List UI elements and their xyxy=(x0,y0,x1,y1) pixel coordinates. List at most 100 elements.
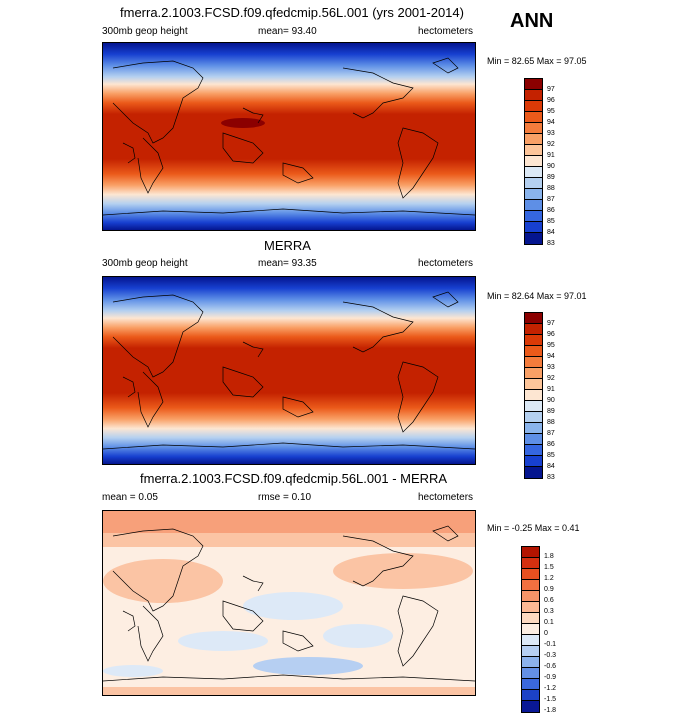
colorbar-swatch xyxy=(525,178,542,189)
panel1-title: fmerra.2.1003.FCSD.f09.qfedcmip.56L.001 … xyxy=(120,5,464,20)
colorbar-swatch xyxy=(525,156,542,167)
colorbar-tick-label: 93 xyxy=(547,130,555,137)
colorbar-tick-label: 93 xyxy=(547,364,555,371)
colorbar-swatch xyxy=(525,200,542,211)
panel2-coastlines xyxy=(103,291,475,450)
panel3-rmse-label: rmse = 0.10 xyxy=(258,492,312,503)
colorbar-tick-label: 94 xyxy=(547,353,555,360)
panel3-coastlines xyxy=(103,525,475,682)
colorbar-tick-label: 83 xyxy=(547,474,555,481)
colorbar-swatch xyxy=(522,668,539,679)
colorbar-swatch xyxy=(522,679,539,690)
colorbar-swatch xyxy=(522,569,539,580)
colorbar-tick-label: 96 xyxy=(547,331,555,338)
colorbar-swatch xyxy=(525,101,542,112)
colorbar-swatch xyxy=(522,602,539,613)
colorbar-tick-label: -0.1 xyxy=(544,641,557,648)
colorbar-tick-label: -1.8 xyxy=(544,707,557,714)
colorbar-swatch xyxy=(525,222,542,233)
colorbar-swatch xyxy=(525,346,542,357)
colorbar-swatch xyxy=(522,580,539,591)
panel1-units-label: hectometers xyxy=(418,26,474,37)
colorbar-tick-label: 84 xyxy=(547,229,555,236)
panel1-coastlines xyxy=(103,57,475,216)
panel2-minmax: Min = 82.64 Max = 97.01 xyxy=(487,291,587,301)
colorbar-tick-label: 91 xyxy=(547,386,555,393)
colorbar-swatch xyxy=(522,635,539,646)
colorbar-tick-label: 0.3 xyxy=(544,608,554,615)
panel2-map xyxy=(102,276,476,465)
panel2-title: MERRA xyxy=(264,238,311,253)
colorbar-tick-label: 95 xyxy=(547,342,555,349)
colorbar-swatch xyxy=(525,357,542,368)
colorbar-swatch xyxy=(525,456,542,467)
colorbar-tick-label: 92 xyxy=(547,375,555,382)
panel1-colorbar xyxy=(524,78,543,245)
colorbar-swatch xyxy=(525,467,542,478)
panel1-variable-label: 300mb geop height xyxy=(102,26,188,37)
panel2-field xyxy=(103,277,475,464)
colorbar-tick-label: 0.1 xyxy=(544,619,554,626)
panel2-colorbar xyxy=(524,312,543,479)
colorbar-swatch xyxy=(522,613,539,624)
panel1-minmax: Min = 82.65 Max = 97.05 xyxy=(487,56,587,66)
colorbar-tick-label: 83 xyxy=(547,240,555,247)
colorbar-tick-label: -0.9 xyxy=(544,674,557,681)
colorbar-swatch xyxy=(522,657,539,668)
colorbar-swatch xyxy=(522,591,539,602)
colorbar-tick-label: 85 xyxy=(547,452,555,459)
colorbar-swatch xyxy=(525,233,542,244)
colorbar-swatch xyxy=(522,624,539,635)
colorbar-tick-label: 90 xyxy=(547,163,555,170)
colorbar-tick-label: 1.8 xyxy=(544,553,554,560)
colorbar-swatch xyxy=(525,390,542,401)
colorbar-tick-label: 90 xyxy=(547,397,555,404)
colorbar-swatch xyxy=(522,701,539,712)
colorbar-tick-label: 0.6 xyxy=(544,597,554,604)
colorbar-swatch xyxy=(525,412,542,423)
colorbar-tick-label: -0.6 xyxy=(544,663,557,670)
panel3-units-label: hectometers xyxy=(418,492,474,503)
colorbar-tick-label: 89 xyxy=(547,408,555,415)
panel1-map xyxy=(102,42,476,231)
colorbar-tick-label: 86 xyxy=(547,441,555,448)
panel1-field xyxy=(103,43,475,230)
panel1-colorbar-labels: 97 96 95 94 93 92 91 90 89 88 87 86 85 84 83 xyxy=(547,84,555,249)
colorbar-tick-label: 87 xyxy=(547,196,555,203)
colorbar-tick-label: 94 xyxy=(547,119,555,126)
panel2-colorbar-labels: 97 96 95 94 93 92 91 90 89 88 87 86 85 84 83 xyxy=(547,318,555,483)
colorbar-tick-label: 0.9 xyxy=(544,586,554,593)
colorbar-tick-label: 0 xyxy=(544,630,548,637)
panel2-mean-label: mean= 93.35 xyxy=(258,258,317,269)
colorbar-tick-label: 1.5 xyxy=(544,564,554,571)
colorbar-tick-label: 88 xyxy=(547,419,555,426)
colorbar-swatch xyxy=(525,368,542,379)
colorbar-tick-label: 97 xyxy=(547,86,555,93)
colorbar-swatch xyxy=(522,547,539,558)
colorbar-swatch xyxy=(525,434,542,445)
colorbar-tick-label: 87 xyxy=(547,430,555,437)
colorbar-tick-label: 91 xyxy=(547,152,555,159)
colorbar-tick-label: -1.2 xyxy=(544,685,557,692)
colorbar-swatch xyxy=(525,145,542,156)
colorbar-swatch xyxy=(525,379,542,390)
colorbar-swatch xyxy=(525,189,542,200)
colorbar-swatch xyxy=(522,558,539,569)
colorbar-swatch xyxy=(525,167,542,178)
colorbar-tick-label: 89 xyxy=(547,174,555,181)
colorbar-swatch xyxy=(525,401,542,412)
colorbar-tick-label: 88 xyxy=(547,185,555,192)
colorbar-tick-label: 97 xyxy=(547,320,555,327)
colorbar-swatch xyxy=(525,445,542,456)
colorbar-swatch xyxy=(525,313,542,324)
panel2-units-label: hectometers xyxy=(418,258,474,269)
colorbar-swatch xyxy=(525,90,542,101)
colorbar-swatch xyxy=(525,123,542,134)
panel3-colorbar-labels: 1.8 1.5 1.2 0.9 0.6 0.3 0.1 0 -0.1 -0.3 -0.6 -0.9 -1… xyxy=(544,551,556,716)
panel1-mean-label: mean= 93.40 xyxy=(258,26,317,37)
colorbar-swatch xyxy=(522,690,539,701)
colorbar-tick-label: 84 xyxy=(547,463,555,470)
panel3-mean-label: mean = 0.05 xyxy=(102,492,158,503)
colorbar-swatch xyxy=(525,423,542,434)
colorbar-swatch xyxy=(525,112,542,123)
